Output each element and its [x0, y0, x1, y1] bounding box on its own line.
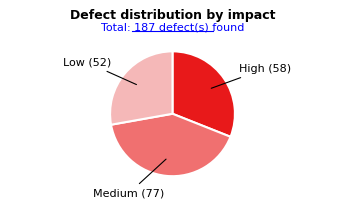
Text: Medium (77): Medium (77)	[93, 159, 166, 198]
Wedge shape	[172, 51, 235, 137]
Text: Low (52): Low (52)	[63, 57, 137, 85]
Text: High (58): High (58)	[211, 64, 291, 88]
Wedge shape	[110, 51, 172, 125]
Text: Total: 187 defect(s) found: Total: 187 defect(s) found	[101, 23, 244, 33]
Text: Defect distribution by impact: Defect distribution by impact	[70, 9, 275, 22]
Wedge shape	[111, 114, 230, 176]
